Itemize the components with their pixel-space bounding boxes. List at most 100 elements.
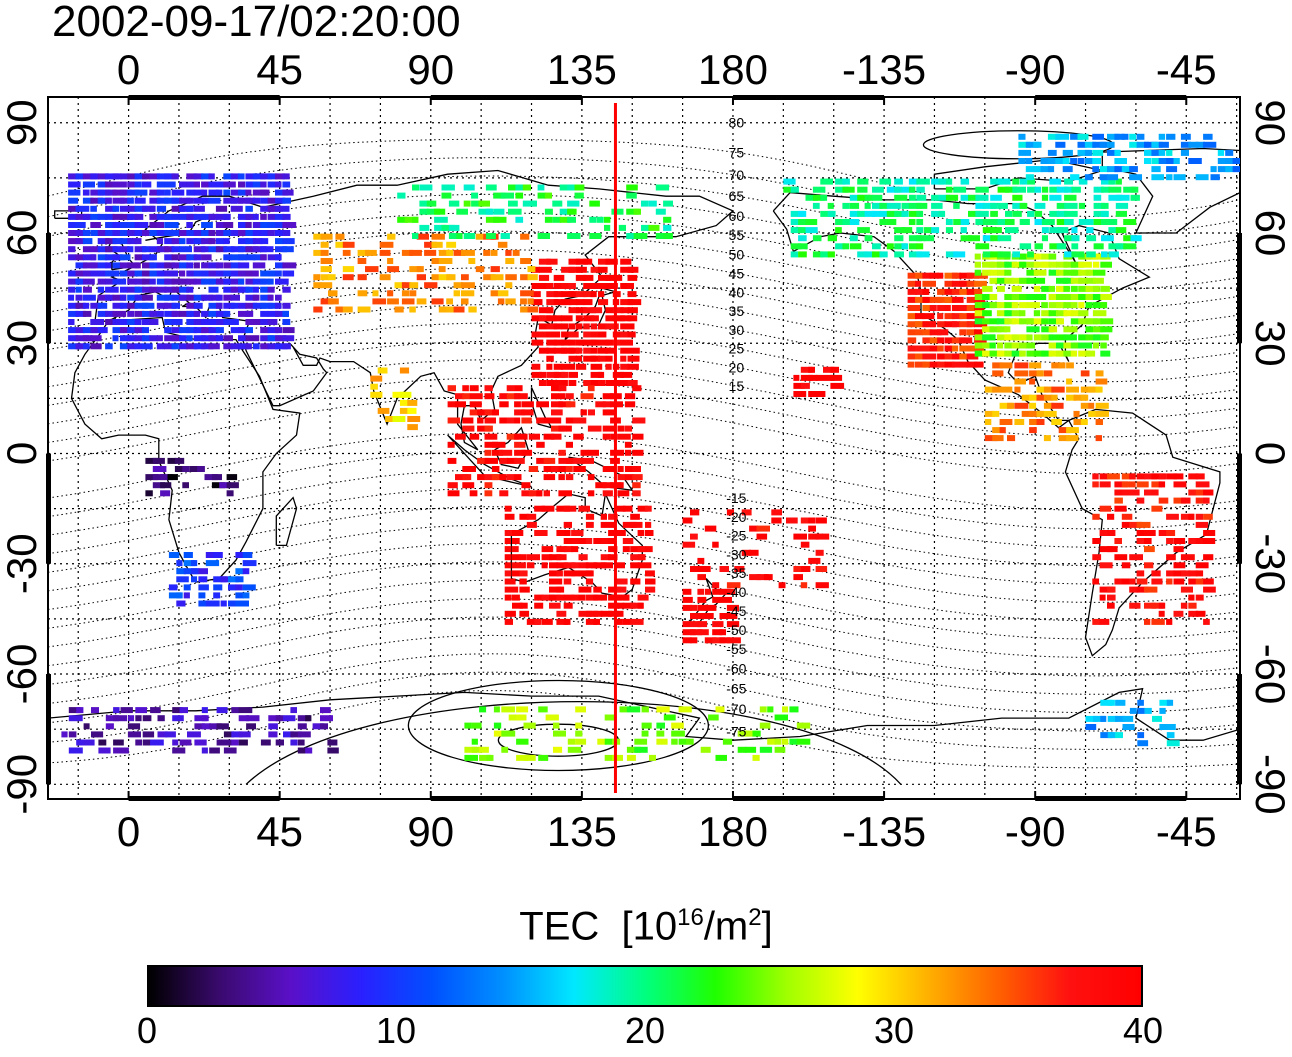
tec-cell-east-asia [531,283,539,289]
tec-cell-north-america-north [879,210,894,217]
tec-cell-north-america-west [922,321,936,328]
tec-cell-north-america-central [1085,334,1100,341]
tec-cell-australia [637,554,646,561]
tec-cell-north-america-north [1049,186,1060,193]
tec-cell-central-america [1095,402,1109,409]
tec-cell-central-america [992,435,1004,442]
tec-cell-south-america [1144,618,1151,625]
tec-cell-north-america-west [966,329,977,336]
tec-cell-north-america-west [944,288,955,295]
tec-cell-siberia [641,224,650,231]
tec-cell-europe [179,327,191,334]
tec-cell-india [392,391,406,398]
tec-cell-north-america-north [1064,219,1074,225]
tec-cell-europe [68,213,79,220]
tec-cell-central-asia [357,258,367,264]
tec-cell-europe [201,254,212,261]
tec-cell-central-america [1058,362,1066,369]
tec-cell-north-america-north [857,194,871,201]
colorbar-tick-20: 20 [624,1010,666,1051]
tec-cell-southeast-asia [514,409,525,416]
tec-cell-east-asia [538,274,550,281]
tec-cell-antarctica-west [275,715,284,722]
tec-cell-north-america-west [944,353,956,360]
tec-cell-europe [97,238,110,245]
tec-cell-arctic [1151,158,1162,164]
tec-cell-southeast-asia [558,385,567,392]
tec-cell-africa-central [167,457,177,464]
tec-cell-north-america-central [1085,350,1096,357]
tec-cell-europe [282,197,291,204]
tec-cell-north-america-north [945,178,953,185]
tec-cell-north-america-north [1049,210,1060,217]
tec-cell-north-america-north [975,186,989,193]
tec-cell-southeast-asia [632,482,641,489]
tec-cell-antarctica-west [98,747,111,754]
tec-cell-south-america [1151,489,1159,496]
tec-cell-east-asia [620,371,633,378]
tec-cell-north-america-north [997,251,1011,258]
tec-cell-europe [171,230,182,236]
tec-cell-north-america-north [1123,219,1137,225]
tec-cell-antarctica-east [759,706,767,713]
tec-cell-europe [156,197,169,204]
tec-cell-south-america [1166,578,1173,585]
tec-cell-south-america [1195,578,1207,585]
tec-cell-new-zealand [704,637,717,644]
tec-cell-europe [215,319,224,325]
tec-cell-arctic [1025,158,1033,164]
tec-cell-east-asia [531,339,544,346]
tec-cell-north-america-west [907,345,917,352]
tec-cell-europe [127,222,139,228]
tec-cell-europe [186,270,200,277]
tec-cell-europe [134,189,148,196]
tec-cell-north-america-north [923,227,932,234]
tec-cell-africa-south [235,600,249,607]
tec-cell-north-america-north [968,210,982,217]
tec-cell-arctic [1047,158,1057,164]
tec-cell-europe [215,181,226,188]
tec-cell-hawaii [823,366,835,373]
tec-cell-europe [68,270,82,277]
tec-cell-north-america-west [937,337,945,344]
tec-cell-europe [215,327,224,334]
lat-label-right: -60 [1247,644,1292,705]
tec-cell-south-america [1188,513,1195,520]
tec-cell-north-america-central [1026,269,1039,276]
tec-cell-north-america-central [1078,350,1091,357]
tec-cell-north-america-north [1123,235,1135,242]
tec-cell-north-america-west [915,345,929,352]
tec-cell-europe [149,197,161,204]
tec-cell-arctic [1070,133,1083,140]
tec-cell-africa-south [242,584,256,591]
tec-cell-south-america [1136,481,1149,488]
tec-cell-southeast-asia [573,466,586,472]
tec-cell-africa-central [204,474,218,481]
tec-cell-north-america-central [1019,253,1032,260]
tec-cell-arctic [1225,158,1236,164]
tec-cell-southeast-asia [551,401,563,408]
tec-cell-southeast-asia [477,425,491,432]
tec-cell-southeast-asia [558,474,565,481]
tec-cell-new-zealand [712,637,726,644]
tec-cell-australia [504,610,516,617]
tec-cell-australia [600,594,608,601]
tec-cell-europe [112,294,127,301]
coast-africa [70,316,301,583]
tec-cell-central-america [1073,394,1087,401]
tec-cell-europe [186,286,194,293]
tec-cell-north-america-central [1026,261,1039,268]
tec-cell-australia [578,570,593,577]
tec-cell-north-america-north [894,178,903,185]
tec-cell-pacific-south [756,533,768,540]
tec-cell-central-asia [512,249,520,256]
tec-cell-siberia [567,208,577,215]
tec-cell-siberia [434,208,446,215]
tec-cell-south-america [1099,562,1113,569]
tec-cell-europe [164,254,173,261]
tec-cell-north-america-north [886,202,901,209]
tec-cell-east-asia [575,299,585,306]
tec-cell-north-america-central [996,269,1007,276]
tec-cell-north-america-north [1034,219,1044,225]
tec-cell-antarctica-west [231,707,239,714]
